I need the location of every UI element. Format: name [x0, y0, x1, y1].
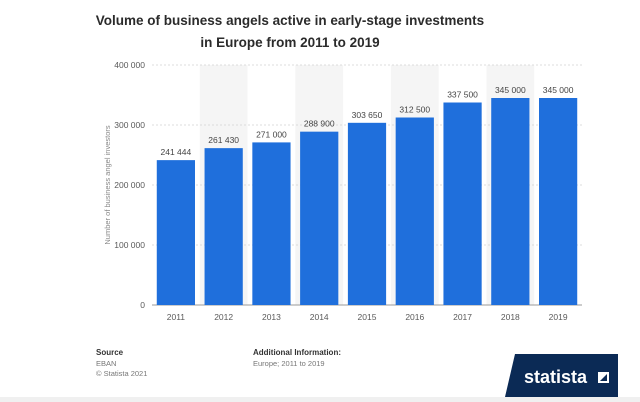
- bar: [491, 98, 530, 305]
- x-tick-label: 2016: [405, 312, 424, 322]
- bar: [443, 102, 482, 305]
- data-label: 241 444: [161, 147, 192, 157]
- x-tick-label: 2015: [358, 312, 377, 322]
- data-label: 303 650: [352, 110, 383, 120]
- data-label: 261 430: [208, 135, 239, 145]
- source-text: EBAN: [96, 359, 117, 368]
- x-tick-label: 2014: [310, 312, 329, 322]
- bar: [252, 142, 291, 305]
- bar: [156, 160, 195, 305]
- additional-info-heading: Additional Information:: [253, 348, 341, 357]
- logo-wordmark: statista: [524, 367, 588, 387]
- x-tick-label: 2012: [214, 312, 233, 322]
- additional-info-text: Europe; 2011 to 2019: [253, 359, 325, 368]
- bar: [347, 122, 387, 305]
- data-label: 312 500: [399, 105, 430, 115]
- data-label: 288 900: [304, 119, 335, 129]
- x-tick-label: 2017: [453, 312, 472, 322]
- y-tick-label: 200 000: [114, 180, 145, 190]
- data-label: 345 000: [543, 85, 574, 95]
- data-label: 271 000: [256, 129, 287, 139]
- bar: [539, 98, 578, 305]
- x-tick-label: 2013: [262, 312, 281, 322]
- chart-title: Volume of business angels active in earl…: [95, 13, 485, 50]
- y-tick-label: 300 000: [114, 120, 145, 130]
- x-tick-label: 2019: [549, 312, 568, 322]
- y-tick-label: 100 000: [114, 240, 145, 250]
- copyright-text: © Statista 2021: [96, 369, 148, 378]
- x-tick-label: 2018: [501, 312, 520, 322]
- y-axis-label: Number of business angel investors: [103, 125, 112, 244]
- horizontal-scrollbar[interactable]: [0, 397, 640, 402]
- source-heading: Source: [96, 348, 124, 357]
- x-tick-label: 2011: [167, 312, 186, 322]
- statista-logo: statista: [505, 354, 618, 397]
- data-label: 337 500: [447, 90, 478, 100]
- bar: [204, 148, 243, 305]
- bar: [395, 117, 434, 305]
- bar: [300, 131, 339, 305]
- data-label: 345 000: [495, 85, 526, 95]
- y-tick-label: 0: [140, 300, 145, 310]
- y-tick-label: 400 000: [114, 60, 145, 70]
